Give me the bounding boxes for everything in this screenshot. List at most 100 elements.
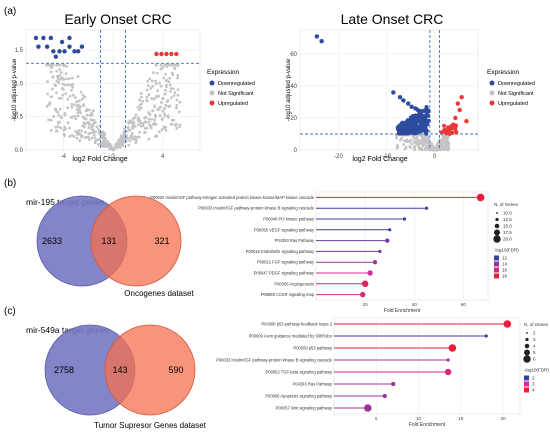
point-not-significant xyxy=(133,137,136,141)
point-not-significant xyxy=(398,138,402,142)
venn-mir-195: mir-195 target genes 2633 131 321 Oncoge… xyxy=(26,195,194,298)
point-not-significant xyxy=(441,145,445,149)
point-downregulated xyxy=(423,129,428,134)
point-not-significant xyxy=(141,124,145,128)
legend-color-swatch xyxy=(524,381,529,387)
point-downregulated xyxy=(419,128,424,133)
point-downregulated xyxy=(391,90,396,95)
point-not-significant xyxy=(158,114,162,118)
point-not-significant xyxy=(113,146,117,150)
point-not-significant xyxy=(150,118,154,121)
point-not-significant xyxy=(76,75,80,78)
point-not-significant xyxy=(163,107,166,110)
point-not-significant xyxy=(58,107,62,111)
lollipop-dot xyxy=(448,344,457,352)
x-axis-label: log2 Fold Change xyxy=(352,156,407,163)
point-not-significant xyxy=(430,143,434,147)
point-not-significant xyxy=(91,131,95,135)
point-downregulated xyxy=(402,130,407,135)
point-not-significant xyxy=(177,110,181,114)
point-not-significant xyxy=(168,83,172,87)
point-downregulated xyxy=(397,95,403,100)
legend-size-label: 12.5 xyxy=(503,217,512,222)
point-not-significant xyxy=(131,126,135,130)
point-not-significant xyxy=(152,71,155,75)
point-not-significant xyxy=(71,93,75,97)
point-upregulated xyxy=(447,131,452,136)
point-downregulated xyxy=(409,104,414,110)
legend-size-marker xyxy=(525,337,529,342)
point-not-significant xyxy=(446,143,450,147)
point-not-significant xyxy=(148,123,151,127)
legend-item-up: Upregulated xyxy=(218,101,248,107)
point-not-significant xyxy=(138,98,141,102)
point-not-significant xyxy=(64,77,68,81)
point-not-significant xyxy=(64,92,68,96)
chart-title: Late Onset CRC xyxy=(341,11,444,27)
y-tick-label: 0.5 xyxy=(15,115,24,121)
point-not-significant xyxy=(119,139,123,143)
point-not-significant xyxy=(413,145,417,149)
point-downregulated xyxy=(41,35,46,41)
point-downregulated xyxy=(53,54,59,59)
legend-size-marker xyxy=(523,355,531,363)
point-not-significant xyxy=(48,63,52,67)
point-not-significant xyxy=(125,129,129,133)
point-downregulated xyxy=(79,44,85,49)
legend-item-ns: Not Significant xyxy=(218,91,254,97)
point-not-significant xyxy=(153,104,157,108)
point-not-significant xyxy=(75,100,78,104)
point-not-significant xyxy=(93,136,97,140)
venn-right-count: 590 xyxy=(168,365,183,375)
point-not-significant xyxy=(62,64,66,68)
point-downregulated xyxy=(415,128,420,133)
lollipop-dot xyxy=(388,228,392,232)
point-upregulated xyxy=(464,119,469,124)
y-axis-label: -log10 adjusted p-value xyxy=(286,58,292,121)
point-not-significant xyxy=(395,136,398,140)
legend-size-marker xyxy=(493,235,501,243)
point-not-significant xyxy=(49,128,53,132)
point-not-significant xyxy=(86,135,90,139)
y-tick-label: 1.5 xyxy=(15,48,24,54)
point-not-significant xyxy=(150,79,154,83)
legend-size-marker xyxy=(495,217,499,222)
point-not-significant xyxy=(50,87,54,91)
point-not-significant xyxy=(91,109,95,112)
point-not-significant xyxy=(126,126,130,130)
point-not-significant xyxy=(47,103,51,107)
point-not-significant xyxy=(75,108,79,111)
point-not-significant xyxy=(55,79,59,83)
venn-set-b-label: Tumor Supresor Genes dataset xyxy=(94,421,207,430)
point-not-significant xyxy=(147,120,151,124)
point-not-significant xyxy=(445,138,449,142)
point-not-significant xyxy=(168,63,172,67)
point-not-significant xyxy=(80,97,84,101)
point-downregulated xyxy=(57,49,62,54)
legend-color-swatch xyxy=(494,255,499,261)
point-not-significant xyxy=(90,111,94,115)
lollipop-dot xyxy=(382,393,387,399)
point-not-significant xyxy=(128,139,132,143)
point-not-significant xyxy=(443,141,447,145)
venn-title: mir-549a target genes xyxy=(26,325,109,335)
point-not-significant xyxy=(114,142,118,145)
point-not-significant xyxy=(62,128,66,132)
point-not-significant xyxy=(136,123,140,127)
point-not-significant xyxy=(90,127,94,131)
lollipop-dot xyxy=(444,368,452,376)
legend-title-color: -log10(FDR) xyxy=(524,368,549,373)
point-upregulated xyxy=(443,128,448,133)
point-not-significant xyxy=(136,105,140,109)
point-not-significant xyxy=(146,84,150,88)
legend-size-label: 2 xyxy=(533,331,536,336)
point-not-significant xyxy=(423,142,426,145)
point-not-significant xyxy=(169,87,173,90)
point-downregulated xyxy=(420,123,425,128)
point-not-significant xyxy=(54,91,58,95)
plot-area xyxy=(315,191,489,301)
legend-item-down: Downregulated xyxy=(218,81,255,87)
panel-label-a: (a) xyxy=(4,6,16,17)
point-not-significant xyxy=(394,134,398,138)
point-not-significant xyxy=(131,122,135,126)
